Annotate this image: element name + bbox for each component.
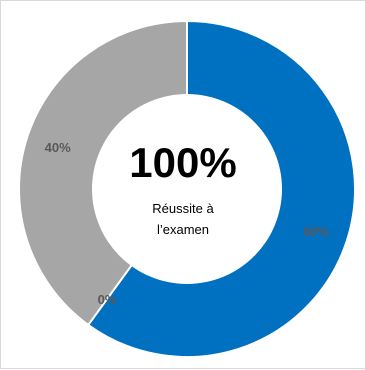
center-caption-line-2: l’examen	[157, 222, 209, 237]
center-value: 100%	[129, 139, 236, 186]
slice-labels: 60% 0% 40%	[45, 140, 330, 307]
slice-label-0: 60%	[303, 224, 329, 239]
center-caption-line-1: Réussite à	[152, 201, 214, 216]
slice-label-1: 0%	[98, 292, 117, 307]
slice-label-2: 40%	[45, 140, 71, 155]
donut-hole	[92, 94, 282, 284]
